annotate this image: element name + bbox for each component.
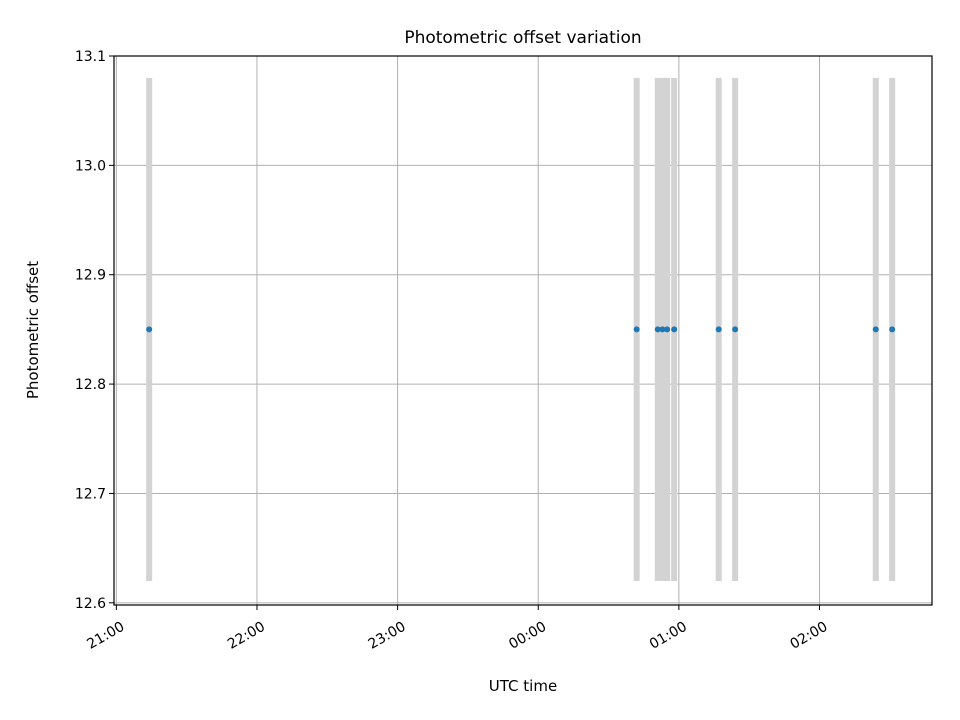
data-point	[633, 326, 640, 333]
x-tick-label: 00:00	[506, 619, 549, 653]
y-tick-label: 12.7	[75, 486, 106, 502]
x-tick-label: 02:00	[788, 619, 831, 653]
data-point	[671, 326, 678, 333]
data-point	[664, 326, 671, 333]
x-tick-label: 22:00	[225, 619, 268, 653]
data-point	[146, 326, 153, 333]
chart-title: Photometric offset variation	[404, 28, 641, 48]
data-point	[732, 326, 739, 333]
data-point	[715, 326, 722, 333]
x-tick-label: 01:00	[647, 619, 690, 653]
y-tick-label: 12.8	[75, 377, 106, 393]
points-layer	[146, 326, 896, 333]
data-point	[659, 326, 666, 333]
grid-layer	[114, 55, 932, 605]
data-point	[872, 326, 879, 333]
y-tick-label: 13.1	[75, 49, 106, 65]
data-point	[889, 326, 896, 333]
x-tick-label: 21:00	[84, 619, 127, 653]
y-tick-label: 13.0	[75, 158, 106, 174]
x-tick-label: 23:00	[366, 619, 409, 653]
plot-frame	[113, 55, 933, 606]
y-tick-label: 12.6	[75, 596, 106, 612]
y-tick-label: 12.9	[75, 268, 106, 284]
y-axis-label: Photometric offset	[24, 261, 42, 399]
data-point	[654, 326, 661, 333]
error-bars-layer	[146, 77, 896, 581]
x-axis-label: UTC time	[489, 677, 557, 695]
